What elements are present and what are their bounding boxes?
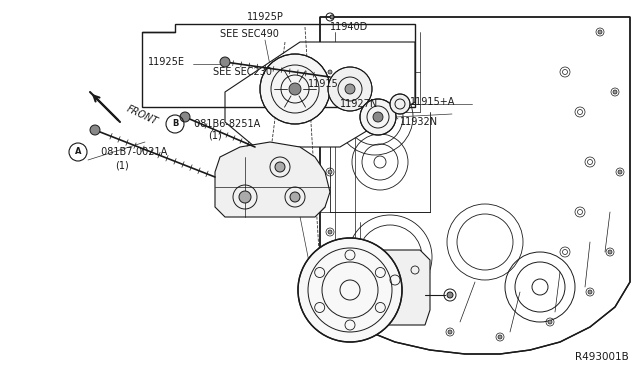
Circle shape <box>608 250 612 254</box>
Circle shape <box>239 191 251 203</box>
Circle shape <box>90 125 100 135</box>
Circle shape <box>598 30 602 34</box>
Text: SEE SEC230: SEE SEC230 <box>213 67 272 77</box>
Polygon shape <box>365 250 430 325</box>
Circle shape <box>618 170 622 174</box>
Circle shape <box>588 290 592 294</box>
Polygon shape <box>320 17 630 354</box>
Circle shape <box>358 295 362 299</box>
Circle shape <box>260 54 330 124</box>
Text: A: A <box>75 148 81 157</box>
Circle shape <box>180 112 190 122</box>
Text: (1): (1) <box>208 131 221 141</box>
Circle shape <box>448 330 452 334</box>
Circle shape <box>447 292 453 298</box>
Text: 11915: 11915 <box>308 79 339 89</box>
Text: 11915+A: 11915+A <box>410 97 456 107</box>
Circle shape <box>220 57 230 67</box>
Circle shape <box>328 170 332 174</box>
Circle shape <box>548 320 552 324</box>
Circle shape <box>373 112 383 122</box>
Circle shape <box>398 310 402 314</box>
Circle shape <box>328 230 332 234</box>
Circle shape <box>275 162 285 172</box>
Text: 081B7-0021A: 081B7-0021A <box>98 147 167 157</box>
Circle shape <box>345 84 355 94</box>
Circle shape <box>298 238 402 342</box>
Circle shape <box>613 90 617 94</box>
Circle shape <box>330 15 334 19</box>
Text: 11925E: 11925E <box>148 57 185 67</box>
Circle shape <box>498 335 502 339</box>
Text: 11927N: 11927N <box>340 99 378 109</box>
Circle shape <box>328 67 372 111</box>
Circle shape <box>290 192 300 202</box>
Text: B: B <box>172 119 178 128</box>
Text: 11925P: 11925P <box>246 12 284 22</box>
Circle shape <box>328 270 332 274</box>
Text: FRONT: FRONT <box>125 104 159 127</box>
Circle shape <box>328 70 332 74</box>
Polygon shape <box>225 42 415 147</box>
Text: 11940D: 11940D <box>330 22 368 32</box>
Text: (1): (1) <box>115 160 129 170</box>
Text: SEE SEC490: SEE SEC490 <box>220 29 279 39</box>
Circle shape <box>289 83 301 95</box>
Circle shape <box>360 99 396 135</box>
Text: R493001B: R493001B <box>575 352 628 362</box>
Polygon shape <box>215 142 330 217</box>
Text: 11932N: 11932N <box>400 117 438 127</box>
Text: 081B6-8251A: 081B6-8251A <box>191 119 260 129</box>
Circle shape <box>390 94 410 114</box>
